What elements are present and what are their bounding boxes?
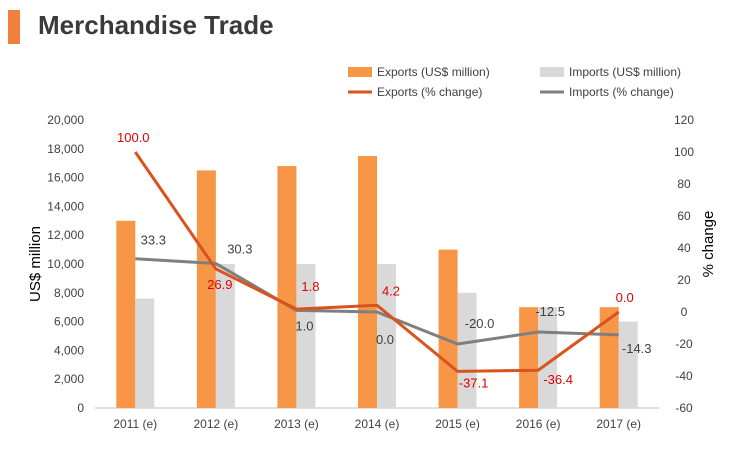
exports-change-label: -36.4 (543, 372, 573, 387)
legend-label: Imports (US$ million) (569, 65, 681, 79)
exports-bar (196, 170, 216, 408)
y-tick-label: 16,000 (47, 171, 84, 185)
exports-bar (277, 166, 297, 408)
legend-label: Imports (% change) (569, 85, 674, 99)
y2-tick-label: 120 (674, 113, 694, 127)
y-tick-label: 2,000 (54, 372, 84, 386)
exports-bar (116, 220, 136, 408)
imports-bar (618, 321, 638, 408)
imports-change-line (135, 257, 619, 346)
legend-label: Exports (% change) (377, 85, 482, 99)
y2-tick-label: 60 (677, 209, 691, 223)
exports-bar (358, 156, 377, 408)
imports-bar (215, 264, 235, 408)
y2-tick-label: -20 (675, 337, 693, 351)
y-axis-title: US$ million (27, 226, 44, 302)
imports-bar (457, 292, 477, 408)
imports-change-label: 0.0 (376, 332, 394, 347)
x-tick-label: 2012 (e) (194, 417, 239, 431)
imports-change-label: 30.3 (227, 242, 252, 257)
y2-tick-label: 80 (677, 177, 691, 191)
legend-swatch (348, 67, 372, 77)
y-tick-label: 8,000 (54, 286, 84, 300)
y2-tick-label: 20 (677, 273, 691, 287)
legend-swatch (540, 67, 564, 77)
x-tick-label: 2013 (e) (274, 417, 319, 431)
imports-change-label: -14.3 (622, 341, 652, 356)
imports-change-label: -20.0 (465, 316, 495, 331)
exports-change-label: 1.8 (301, 279, 319, 294)
x-tick-label: 2017 (e) (596, 417, 641, 431)
exports-change-label: 26.9 (207, 277, 232, 292)
imports-change-label: 1.0 (295, 318, 313, 333)
y-tick-label: 18,000 (47, 142, 84, 156)
y-tick-label: 14,000 (47, 199, 84, 213)
imports-bar (377, 264, 396, 408)
exports-change-label: 100.0 (117, 130, 150, 145)
x-tick-label: 2014 (e) (355, 417, 400, 431)
y2-tick-label: 100 (674, 145, 694, 159)
y-tick-label: 20,000 (47, 113, 84, 127)
y-tick-label: 0 (77, 401, 84, 415)
x-tick-label: 2016 (e) (516, 417, 561, 431)
exports-change-line (134, 151, 620, 373)
exports-change-label: 4.2 (382, 283, 400, 298)
y-tick-label: 12,000 (47, 228, 84, 242)
imports-change-label: -12.5 (535, 304, 565, 319)
exports-change-label: -37.1 (459, 375, 489, 390)
imports-bar (296, 264, 316, 408)
page-title: Merchandise Trade (38, 10, 274, 40)
y2-tick-label: -40 (675, 369, 693, 383)
exports-change-label: 0.0 (616, 290, 634, 305)
y-tick-label: 6,000 (54, 315, 84, 329)
imports-change-label: 33.3 (141, 233, 166, 248)
exports-bar (599, 307, 619, 408)
y-tick-label: 10,000 (47, 257, 84, 271)
title-accent-bar (8, 10, 20, 44)
x-tick-label: 2015 (e) (435, 417, 480, 431)
imports-bar (135, 298, 155, 408)
y-tick-label: 4,000 (54, 343, 84, 357)
y2-tick-label: -60 (675, 401, 693, 415)
y2-tick-label: 0 (681, 305, 688, 319)
legend-label: Exports (US$ million) (377, 65, 490, 79)
exports-bar (519, 307, 539, 408)
exports-bar (438, 249, 458, 408)
y2-axis-title: % change (700, 211, 717, 278)
x-tick-label: 2011 (e) (113, 417, 157, 431)
y2-tick-label: 40 (677, 241, 691, 255)
